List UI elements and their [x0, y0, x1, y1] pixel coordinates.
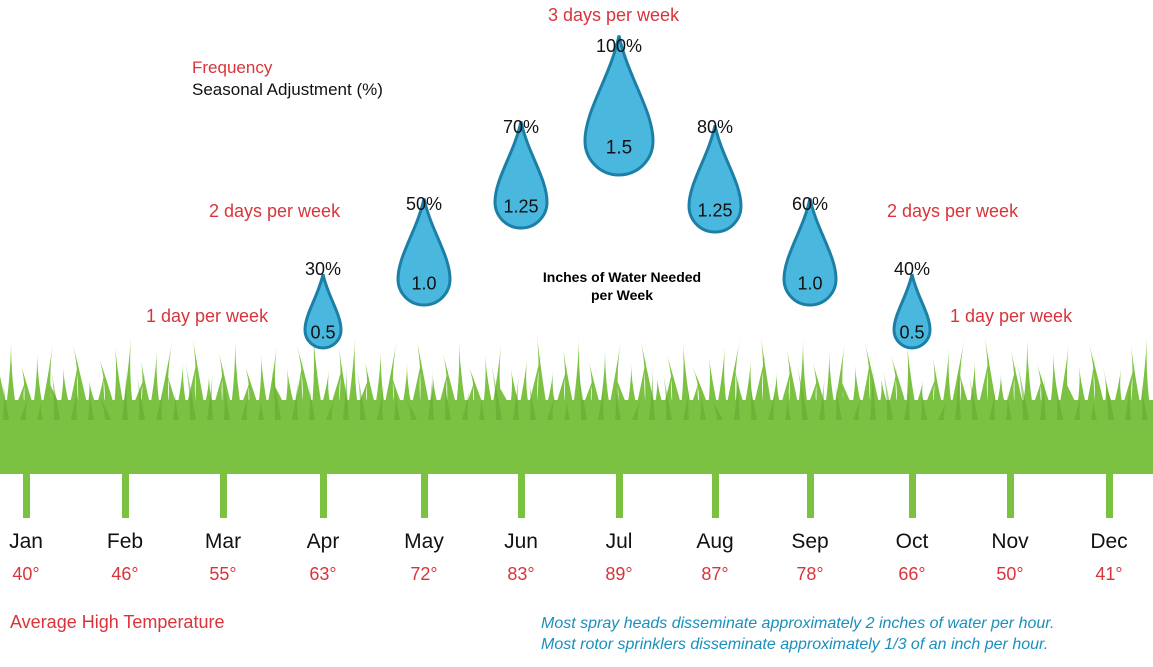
water-drop-jun — [493, 121, 549, 230]
drop-adjustment-jul: 100% — [596, 36, 642, 56]
frequency-right-two-label: 2 days per week — [887, 201, 1019, 221]
temperature-label-nov: 50° — [996, 564, 1024, 584]
temperature-label-jul: 89° — [605, 564, 633, 584]
center-label-line2: per Week — [591, 287, 653, 303]
drop-inches-jun: 1.25 — [503, 197, 538, 217]
temperature-label-may: 72° — [410, 564, 438, 584]
water-drop-apr — [303, 273, 343, 350]
month-label-jun: Jun — [504, 530, 538, 553]
month-label-jan: Jan — [9, 530, 43, 553]
frequency-top-label: 3 days per week — [548, 5, 680, 25]
month-tick-jan — [23, 470, 30, 518]
month-label-sep: Sep — [791, 530, 829, 553]
month-label-nov: Nov — [991, 530, 1029, 553]
month-tick-may — [421, 470, 428, 518]
month-tick-jul — [616, 470, 623, 518]
month-label-may: May — [404, 530, 444, 553]
frequency-right-one-label: 1 day per week — [950, 306, 1073, 326]
grass-blades — [0, 335, 1150, 408]
temperature-label-aug: 87° — [701, 564, 729, 584]
month-tick-feb — [122, 470, 129, 518]
month-label-apr: Apr — [306, 530, 340, 553]
drop-inches-aug: 1.25 — [697, 201, 732, 221]
temperature-label-dec: 41° — [1095, 564, 1123, 584]
drop-adjustment-aug: 80% — [697, 117, 733, 137]
average-high-temperature-label: Average High Temperature — [10, 612, 225, 632]
temperature-label-mar: 55° — [209, 564, 237, 584]
month-tick-nov — [1007, 470, 1014, 518]
drop-inches-sep: 1.0 — [797, 274, 822, 294]
water-drop-may — [396, 198, 452, 307]
temperature-label-oct: 66° — [898, 564, 926, 584]
temperature-label-apr: 63° — [309, 564, 337, 584]
frequency-left-two-label: 2 days per week — [209, 201, 341, 221]
rotor-sprinklers-note: Most rotor sprinklers disseminate approx… — [541, 636, 1049, 653]
water-drop-oct — [892, 273, 932, 350]
month-tick-mar — [220, 470, 227, 518]
water-drop-jul — [583, 35, 655, 177]
spray-heads-note: Most spray heads disseminate approximate… — [541, 615, 1055, 632]
center-label: Inches of Water Needed per Week — [510, 268, 734, 304]
legend-frequency-label: Frequency — [192, 58, 273, 77]
month-label-feb: Feb — [106, 530, 144, 553]
drop-adjustment-sep: 60% — [792, 194, 828, 214]
month-tick-oct — [909, 470, 916, 518]
drop-inches-oct: 0.5 — [899, 323, 924, 343]
drop-inches-may: 1.0 — [411, 274, 436, 294]
temperature-label-jan: 40° — [12, 564, 40, 584]
drop-adjustment-jun: 70% — [503, 117, 539, 137]
center-label-line1: Inches of Water Needed — [542, 269, 702, 285]
frequency-left-one-label: 1 day per week — [146, 306, 269, 326]
month-ticks — [23, 470, 1113, 518]
temperature-label-sep: 78° — [796, 564, 824, 584]
month-tick-aug — [712, 470, 719, 518]
month-tick-jun — [518, 470, 525, 518]
month-label-aug: Aug — [696, 530, 734, 553]
drop-adjustment-oct: 40% — [894, 259, 930, 279]
drop-inches-apr: 0.5 — [310, 323, 335, 343]
month-tick-dec — [1106, 470, 1113, 518]
temperature-label-feb: 46° — [111, 564, 139, 584]
month-label-oct: Oct — [895, 530, 929, 553]
drop-adjustment-apr: 30% — [305, 259, 341, 279]
drop-adjustment-may: 50% — [406, 194, 442, 214]
legend-adjustment-label: Seasonal Adjustment (%) — [192, 80, 383, 99]
month-label-mar: Mar — [204, 530, 242, 553]
month-tick-sep — [807, 470, 814, 518]
grass-band — [0, 335, 1153, 474]
drop-inches-jul: 1.5 — [606, 138, 632, 159]
month-tick-apr — [320, 470, 327, 518]
water-drop-sep — [782, 198, 838, 307]
water-drops: 0.5 30% 1.0 50% 1.25 70% 1.5 100% 1.25 80% 1.0 60% 0… — [303, 35, 932, 350]
month-label-jul: Jul — [605, 530, 633, 553]
month-label-dec: Dec — [1090, 530, 1128, 553]
water-drop-aug — [687, 125, 743, 234]
temperature-label-jun: 83° — [507, 564, 535, 584]
grass-base — [0, 400, 1153, 474]
